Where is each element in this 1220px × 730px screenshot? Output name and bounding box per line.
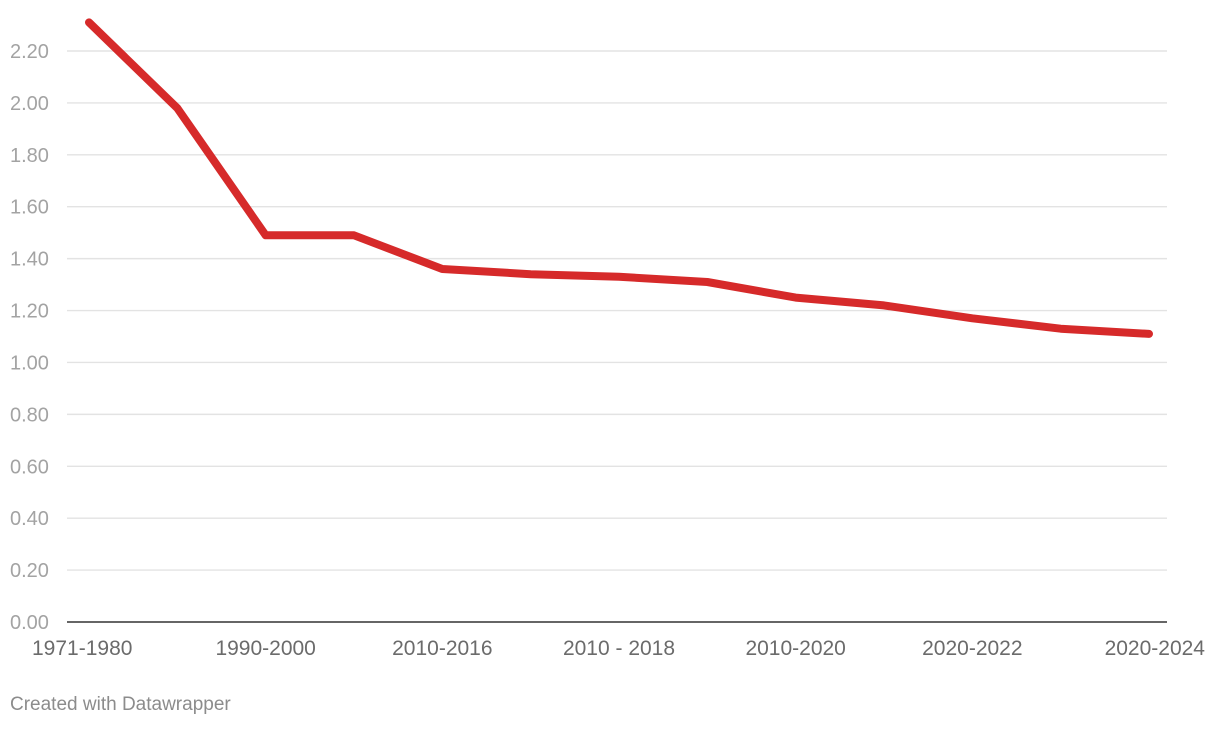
y-axis-tick-labels: 0.00 0.20 0.40 0.60 0.80 1.00 1.20 1.40 1.60 1.80… xyxy=(10,41,49,634)
x-tick-label: 2010-2020 xyxy=(745,637,845,660)
x-axis-tick-labels: 1971-1980 1990-2000 2010-2016 2010 - 2018 20… xyxy=(32,637,1205,660)
gridlines xyxy=(67,50,1167,623)
credit-footer: Created with Datawrapper xyxy=(10,694,231,715)
x-tick-label: 2010-2016 xyxy=(392,637,492,660)
y-tick-label: 1.40 xyxy=(10,249,49,271)
series-lines xyxy=(85,18,1153,338)
y-tick-label: 2.20 xyxy=(10,41,49,63)
x-tick-label: 2020-2024 xyxy=(1105,637,1206,660)
y-tick-label: 1.00 xyxy=(10,352,49,374)
x-tick-label: 1990-2000 xyxy=(215,637,315,660)
y-tick-label: 0.00 xyxy=(10,612,49,634)
line-chart: 0.00 0.20 0.40 0.60 0.80 1.00 1.20 1.40 1.60 1.80… xyxy=(10,18,1205,660)
y-tick-label: 0.80 xyxy=(10,404,49,426)
y-tick-label: 0.40 xyxy=(10,508,49,530)
series-line xyxy=(85,18,1153,338)
y-tick-label: 1.20 xyxy=(10,301,49,323)
y-tick-label: 0.20 xyxy=(10,560,49,582)
x-tick-label: 1971-1980 xyxy=(32,637,132,660)
y-tick-label: 1.80 xyxy=(10,145,49,167)
x-tick-label: 2020-2022 xyxy=(922,637,1022,660)
y-tick-label: 0.60 xyxy=(10,456,49,478)
y-tick-label: 1.60 xyxy=(10,197,49,219)
y-tick-label: 2.00 xyxy=(10,93,49,115)
x-tick-label: 2010 - 2018 xyxy=(563,637,675,660)
